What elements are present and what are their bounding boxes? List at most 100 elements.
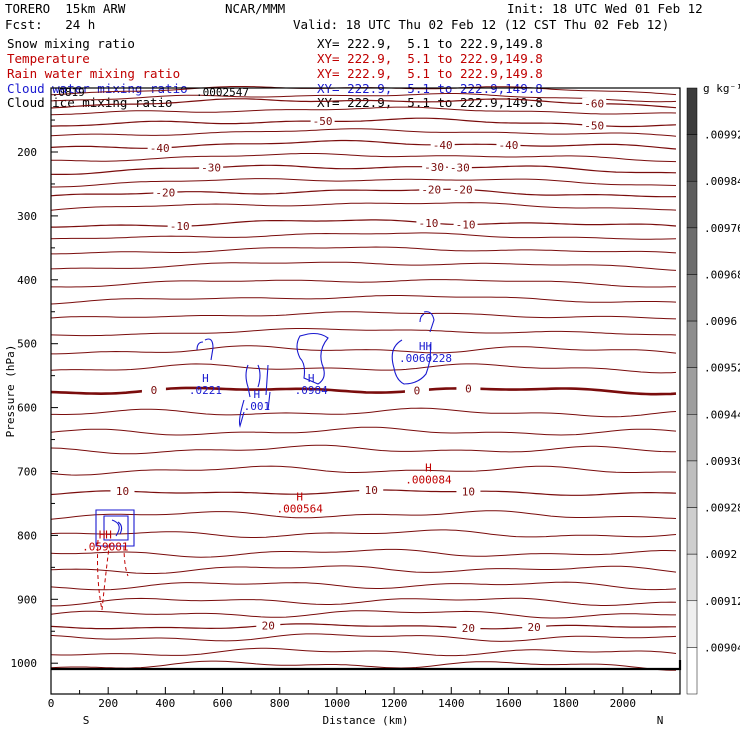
isotherm-label-bg [359, 484, 384, 496]
field-name-temperature: Temperature [7, 51, 90, 66]
field-xy-snow: XY= 222.9, 5.1 to 222.9,149.8 [317, 36, 543, 51]
isotherm-label: -40 [150, 142, 170, 155]
colorbar-label: .00968 [704, 268, 740, 281]
rain-water-contour [97, 539, 111, 611]
isotherm-minor [51, 153, 677, 163]
y-tick-label: 700 [17, 466, 37, 479]
isotherm-label: -20 [421, 184, 441, 197]
colorbar-swatch [686, 367, 698, 415]
field-xy-rain: XY= 222.9, 5.1 to 222.9,149.8 [317, 66, 543, 81]
isotherm-label: -40 [499, 139, 519, 152]
maximum-value: .0221 [189, 384, 222, 397]
isotherm-minor [50, 232, 677, 240]
isotherm-minor [50, 465, 677, 476]
isotherm-minor [50, 93, 677, 103]
isotherm-minor [51, 597, 677, 607]
maximum-value: .0984 [295, 384, 328, 397]
isotherm-minor [50, 548, 677, 558]
isotherm-label-bg [430, 138, 455, 150]
isotherm-minor [50, 328, 677, 337]
maximum-value: .001 [244, 400, 271, 413]
maximum-marker: H [202, 372, 209, 385]
ground-surface [51, 660, 682, 671]
y-tick-label: 1000 [11, 657, 38, 670]
y-tick-label: 300 [17, 210, 37, 223]
isotherm-label-bg [167, 220, 192, 232]
isotherm-minor [50, 633, 677, 642]
y-tick-label: 900 [17, 593, 37, 606]
north-end-label: N [657, 714, 664, 727]
isotherm-label-bg [422, 160, 447, 172]
x-tick-label: 1800 [552, 697, 579, 710]
isotherm-label: 20 [262, 619, 275, 632]
isotherm-minor [50, 311, 677, 320]
isotherm-minor [50, 295, 677, 305]
model-title: TORERO 15km ARW [5, 1, 126, 16]
isotherm-minor [50, 444, 676, 455]
south-end-label: S [83, 714, 90, 727]
y-tick-label: 400 [17, 274, 37, 287]
isotherm-label: 10 [365, 484, 378, 497]
isotherm-label: -30 [201, 162, 221, 175]
isotherm-label-bg [141, 384, 166, 396]
colorbar-label: .00992 [704, 129, 740, 142]
isotherm-minus40 [50, 139, 677, 150]
colorbar-unit: g kg⁻¹ [703, 82, 740, 95]
colorbar-label: .0092 [704, 548, 737, 561]
maximum-value: .059081 [82, 541, 128, 554]
isotherm-label-bg [404, 384, 429, 396]
isotherm-minor [51, 246, 677, 255]
colorbar-label: .00928 [704, 502, 740, 515]
isotherm-label-bg [256, 619, 281, 631]
isotherm-label: -10 [456, 219, 476, 232]
rain-water-contour [123, 545, 129, 577]
field-name-rain: Rain water mixing ratio [7, 66, 181, 81]
isotherm-minor [51, 345, 677, 355]
isotherm-minor [51, 407, 677, 418]
isotherm-minor [51, 279, 676, 288]
isotherm-minor [50, 261, 677, 271]
isotherm-minor [50, 106, 677, 116]
isotherm-label: -30 [424, 161, 444, 174]
x-tick-label: 200 [98, 697, 118, 710]
isotherm-label-bg [522, 620, 547, 632]
isotherm-label: -40 [433, 139, 453, 152]
isotherm-label-bg [450, 183, 475, 195]
isotherm-label: 0 [151, 384, 158, 397]
y-tick-label: 500 [17, 338, 37, 351]
colorbar-label: .0096 [704, 315, 737, 328]
isotherm-label-bg [419, 183, 444, 195]
cloud-water-contour [238, 364, 271, 428]
x-tick-label: 0 [48, 697, 55, 710]
isotherm-label: 10 [462, 485, 475, 498]
isotherm-label: 20 [462, 622, 475, 635]
colorbar-label: .00984 [704, 175, 740, 188]
maximum-marker: H [296, 490, 303, 503]
y-tick-label: 600 [17, 402, 37, 415]
isotherm-20 [50, 623, 676, 630]
isotherm-minus50 [50, 117, 677, 128]
maximum-value: .000564 [277, 502, 324, 515]
maximum-value: .0060228 [399, 352, 452, 365]
isotherm-label: -20 [155, 186, 175, 199]
isotherm-label-bg [310, 115, 335, 127]
isotherm-label-bg [456, 382, 481, 394]
x-tick-label: 1400 [438, 697, 465, 710]
maximum-marker: H [308, 372, 315, 385]
isotherm-minor [51, 178, 677, 188]
isotherm-minor [50, 660, 676, 671]
colorbar-label: .00912 [704, 595, 740, 608]
cloud-water-contour [391, 311, 435, 385]
isotherm-minor [50, 128, 677, 137]
isotherm-minor [50, 202, 677, 211]
x-tick-label: 2000 [610, 697, 637, 710]
init-time: Init: 18 UTC Wed 01 Feb 12 [507, 1, 703, 16]
y-axis-title: Pressure (hPa) [4, 345, 17, 438]
isotherm-minus30 [50, 164, 677, 175]
cloud-water-contour [296, 332, 329, 385]
isotherm-label-bg [110, 485, 135, 497]
field-name-snow: Snow mixing ratio [7, 36, 135, 51]
isotherm-minor [50, 581, 677, 591]
isotherm-label-bg [147, 142, 172, 154]
